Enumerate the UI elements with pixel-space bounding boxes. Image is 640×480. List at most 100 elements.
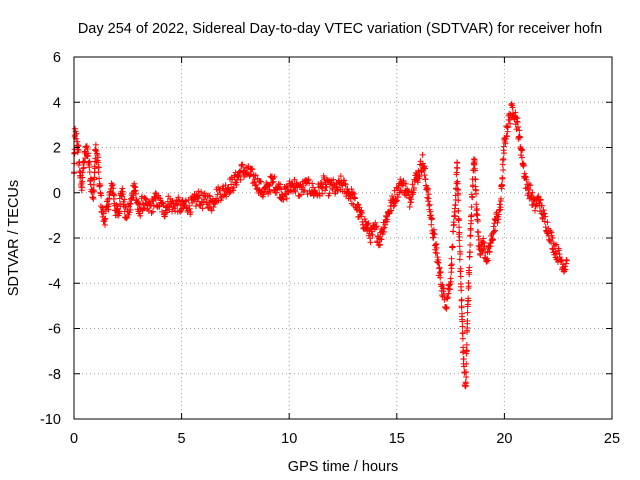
data-point — [454, 180, 461, 187]
data-point — [475, 233, 482, 240]
data-point — [156, 203, 163, 210]
data-point — [305, 177, 312, 184]
data-point — [467, 227, 474, 234]
data-point — [135, 201, 142, 208]
data-point — [490, 228, 497, 235]
data-point — [518, 154, 525, 161]
data-point — [497, 195, 504, 202]
data-point — [149, 208, 156, 215]
data-point — [456, 256, 463, 263]
data-point — [369, 231, 376, 238]
data-point — [518, 147, 525, 154]
data-point — [502, 135, 509, 142]
data-point — [283, 195, 290, 202]
data-point — [519, 146, 526, 153]
data-point — [323, 184, 330, 191]
data-point — [92, 141, 99, 148]
data-point — [473, 201, 480, 208]
data-point — [79, 174, 86, 181]
data-point — [205, 192, 212, 199]
data-point — [433, 250, 440, 257]
data-point — [496, 201, 503, 208]
data-point — [529, 189, 536, 196]
data-point — [459, 323, 466, 330]
data-point — [428, 215, 435, 222]
data-point — [305, 176, 312, 183]
data-point — [376, 241, 383, 248]
data-point — [421, 165, 428, 172]
data-point — [465, 297, 472, 304]
data-point — [198, 188, 205, 195]
x-tick-label: 0 — [70, 431, 78, 447]
data-point — [208, 207, 215, 214]
data-point — [121, 196, 128, 203]
data-point — [201, 190, 208, 197]
data-point — [189, 199, 196, 206]
data-point — [122, 214, 129, 221]
data-point — [105, 206, 112, 213]
data-point — [113, 201, 120, 208]
data-point — [459, 330, 466, 337]
data-point — [171, 205, 178, 212]
y-axis-label: SDTVAR / TECUs — [6, 180, 22, 296]
data-point — [426, 201, 433, 208]
data-point — [414, 179, 421, 186]
data-point — [301, 187, 308, 194]
data-point — [319, 190, 326, 197]
data-point — [245, 163, 252, 170]
data-point — [80, 165, 87, 172]
data-point — [322, 187, 329, 194]
data-point — [378, 236, 385, 243]
data-point — [509, 104, 516, 111]
data-point — [480, 235, 487, 242]
data-point — [455, 197, 462, 204]
data-point — [127, 201, 134, 208]
data-point — [484, 257, 491, 264]
data-point — [79, 169, 86, 176]
data-point — [192, 203, 199, 210]
data-point — [506, 110, 513, 117]
data-point — [78, 184, 85, 191]
data-point — [437, 268, 444, 275]
data-point — [549, 245, 556, 252]
data-point — [549, 234, 556, 241]
data-point — [450, 221, 457, 228]
data-point — [444, 294, 451, 301]
data-point — [436, 264, 443, 271]
data-point — [74, 138, 81, 145]
data-point — [381, 224, 388, 231]
data-point — [358, 213, 365, 220]
data-point — [186, 202, 193, 209]
data-point — [395, 194, 402, 201]
data-point — [411, 185, 418, 192]
data-point — [105, 201, 112, 208]
data-point — [537, 197, 544, 204]
data-point — [466, 264, 473, 271]
data-point — [127, 206, 134, 213]
data-point — [83, 143, 90, 150]
data-point — [109, 181, 116, 188]
data-point — [542, 213, 549, 220]
data-point — [373, 223, 380, 230]
data-point — [419, 151, 426, 158]
data-point — [390, 203, 397, 210]
data-point — [380, 225, 387, 232]
data-point — [246, 172, 253, 179]
data-point — [427, 212, 434, 219]
data-point — [463, 347, 470, 354]
data-point — [79, 159, 86, 166]
data-point — [467, 241, 474, 248]
data-point — [453, 180, 460, 187]
data-point — [544, 219, 551, 226]
x-tick-label: 10 — [281, 431, 297, 447]
data-point — [86, 158, 93, 165]
chart-title: Day 254 of 2022, Sidereal Day-to-day VTE… — [78, 21, 602, 37]
data-point — [458, 287, 465, 294]
data-point — [397, 176, 404, 183]
data-point — [409, 181, 416, 188]
data-point — [277, 181, 284, 188]
data-point — [454, 165, 461, 172]
data-point — [199, 205, 206, 212]
data-point — [392, 198, 399, 205]
data-point — [348, 186, 355, 193]
